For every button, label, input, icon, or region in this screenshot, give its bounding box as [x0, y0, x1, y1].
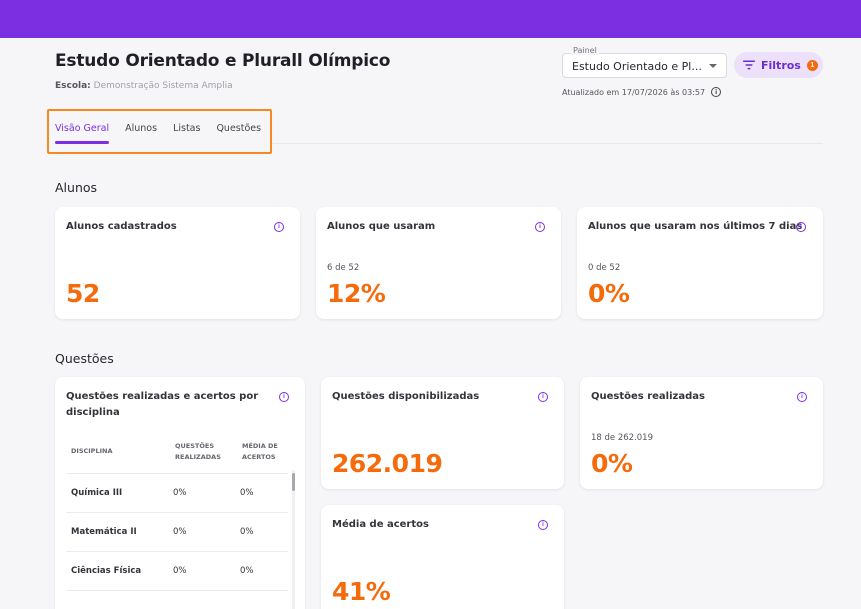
- section-title-alunos: Alunos: [55, 180, 98, 195]
- cell-media: 0%: [240, 527, 254, 537]
- card-questoes-por-disciplina: Questões realizadas e acertos por discip…: [55, 377, 305, 609]
- filters-count-badge: 1: [806, 59, 818, 71]
- filter-icon: [743, 60, 755, 70]
- chevron-down-icon: [709, 64, 717, 68]
- card-alunos-que-usaram: Alunos que usaram i 6 de 52 12%: [316, 207, 561, 319]
- column-header-line: QUESTÕES: [175, 442, 215, 450]
- cell-media: 0%: [240, 488, 254, 498]
- column-header-disciplina: DISCIPLINA: [71, 447, 113, 455]
- info-icon[interactable]: i: [535, 222, 545, 232]
- tab-listas[interactable]: Listas: [173, 123, 201, 134]
- card-title: Questões disponibilizadas: [332, 391, 480, 402]
- card-value: 52: [66, 279, 100, 308]
- page-title: Estudo Orientado e Plurall Olímpico: [55, 51, 391, 71]
- card-title: Alunos que usaram nos últimos 7 dias: [588, 221, 803, 232]
- card-alunos-ultimos-7-dias: Alunos que usaram nos últimos 7 dias i 0…: [577, 207, 823, 319]
- column-header-line: ACERTOS: [242, 453, 276, 461]
- card-value: 12%: [327, 279, 386, 308]
- tabs-highlight-box: [47, 109, 272, 154]
- card-media-de-acertos: Média de acertos i 41%: [321, 505, 564, 609]
- tab-visao-geral[interactable]: Visão Geral: [55, 123, 110, 144]
- table-row: Química III 0% 0%: [66, 473, 288, 512]
- filters-label: Filtros: [761, 58, 801, 72]
- card-alunos-cadastrados: Alunos cadastrados i 52: [55, 207, 300, 319]
- cell-media: 0%: [240, 566, 254, 576]
- card-sub: 6 de 52: [327, 263, 360, 273]
- info-icon[interactable]: i: [797, 392, 807, 402]
- card-title-line: Questões realizadas e acertos por: [66, 391, 259, 402]
- table-row: [66, 590, 288, 609]
- table-row: Ciências Física 0% 0%: [66, 551, 288, 590]
- card-questoes-realizadas: Questões realizadas i 18 de 262.019 0%: [580, 377, 823, 489]
- cell-disciplina: Matemática II: [71, 527, 137, 537]
- cell-questoes: 0%: [173, 527, 187, 537]
- tab-alunos[interactable]: Alunos: [125, 123, 158, 134]
- tabs-divider: [272, 143, 823, 144]
- section-title-questoes: Questões: [55, 351, 114, 366]
- info-icon[interactable]: i: [274, 222, 284, 232]
- column-header-line: MÉDIA DE: [242, 442, 278, 450]
- info-icon[interactable]: i: [538, 392, 548, 402]
- card-value: 41%: [332, 577, 391, 606]
- cell-disciplina: Ciências Física: [71, 566, 142, 576]
- school-info: Escola: Demonstração Sistema Amplia: [55, 81, 233, 91]
- table-row: Matemática II 0% 0%: [66, 512, 288, 551]
- card-title: Alunos cadastrados: [66, 221, 177, 232]
- school-label: Escola:: [55, 81, 91, 91]
- info-icon[interactable]: i: [796, 222, 806, 232]
- column-header-line: REALIZADAS: [175, 453, 221, 461]
- school-name: Demonstração Sistema Amplia: [93, 81, 233, 91]
- info-icon[interactable]: i: [711, 87, 722, 97]
- card-value: 262.019: [332, 449, 443, 478]
- table-scrollbar-track[interactable]: [292, 470, 295, 609]
- card-value: 0%: [588, 279, 630, 308]
- column-header-media-acertos: MÉDIA DE ACERTOS: [242, 441, 278, 463]
- top-bar: [0, 0, 861, 38]
- info-icon[interactable]: i: [279, 392, 289, 402]
- card-title: Média de acertos: [332, 519, 429, 530]
- card-title: Questões realizadas e acertos por discip…: [66, 389, 258, 421]
- panel-select-label: Painel: [571, 46, 599, 55]
- card-title: Alunos que usaram: [327, 221, 436, 232]
- card-title: Questões realizadas: [591, 391, 705, 402]
- cell-questoes: 0%: [173, 566, 187, 576]
- cell-disciplina: Química III: [71, 488, 123, 498]
- card-title-line: disciplina: [66, 407, 120, 418]
- info-icon[interactable]: i: [538, 520, 548, 530]
- filters-button[interactable]: Filtros 1: [734, 52, 823, 78]
- card-value: 0%: [591, 449, 633, 478]
- card-sub: 18 de 262.019: [591, 433, 653, 443]
- updated-text: Atualizado em 17/07/2026 às 03:57: [562, 87, 706, 97]
- tab-questoes[interactable]: Questões: [216, 123, 262, 134]
- column-header-questoes-realizadas: QUESTÕES REALIZADAS: [175, 441, 221, 463]
- panel-select[interactable]: Painel Estudo Orientado e Pl...: [562, 46, 727, 78]
- table-scrollbar-thumb[interactable]: [292, 473, 295, 491]
- cell-questoes: 0%: [173, 488, 187, 498]
- updated-info: Atualizado em 17/07/2026 às 03:57 i: [562, 87, 722, 97]
- tab-bar: Visão Geral Alunos Listas Questões: [55, 123, 261, 144]
- card-sub: 0 de 52: [588, 263, 621, 273]
- panel-select-value: Estudo Orientado e Pl...: [572, 60, 702, 73]
- card-questoes-disponibilizadas: Questões disponibilizadas i 262.019: [321, 377, 564, 489]
